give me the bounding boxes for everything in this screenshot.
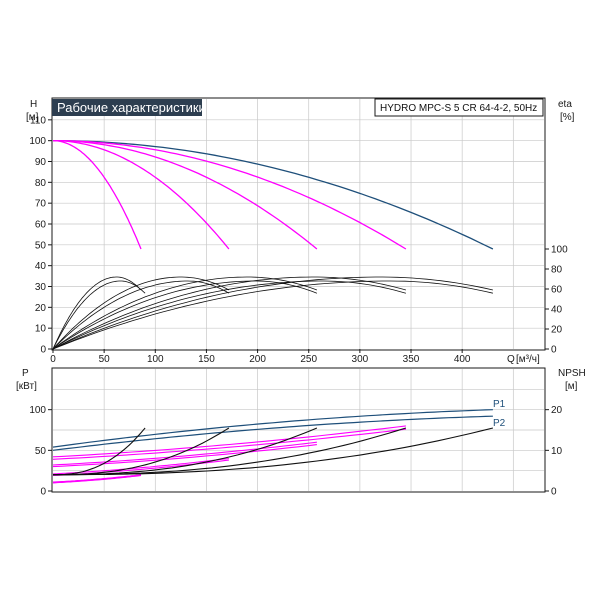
y2-tick-label: 40 <box>551 305 563 316</box>
npsh-curve-4 <box>53 427 146 476</box>
power-curve-speed-1 <box>52 428 406 460</box>
x-axis-unit-q: [м³/ч] <box>516 354 540 365</box>
power-npsh-curves <box>52 409 494 484</box>
head-curve-2 <box>53 140 318 250</box>
y2-tick-label: 0 <box>551 345 557 356</box>
head-efficiency-curves <box>52 140 494 350</box>
model-box <box>374 98 544 117</box>
series-label-p2: P2 <box>493 418 506 429</box>
model-label: HYDRO MPC-S 5 CR 64-4-2, 50Hz <box>380 103 537 114</box>
y-tick-label: 40 <box>35 261 47 272</box>
head-curve-3 <box>53 140 230 250</box>
y-tick-label: 10 <box>35 324 47 335</box>
y-axis-unit-h: [м] <box>26 112 39 123</box>
eta-curve-6 <box>52 276 407 350</box>
head-curve-4 <box>53 140 142 250</box>
x-tick-label: 150 <box>198 354 215 365</box>
x-tick-label: 100 <box>147 354 164 365</box>
y2-tick-label: 100 <box>551 245 568 256</box>
npsh-curve-2 <box>53 427 318 476</box>
y-tick-label: 90 <box>35 157 47 168</box>
power-curve-speed-2 <box>52 441 317 466</box>
y-tick-label: 110 <box>30 115 46 126</box>
title-box <box>52 99 202 116</box>
y-tick-label: 80 <box>35 178 47 189</box>
y-tick-label: 50 <box>35 240 47 251</box>
power-grid <box>53 369 544 491</box>
power-curve-p2 <box>52 415 493 451</box>
npsh-tick-label: 20 <box>551 405 563 416</box>
eta-curve-0 <box>52 276 142 350</box>
x-tick-label: 350 <box>403 354 420 365</box>
power-curve-speed-3 <box>52 444 317 468</box>
eta-curve-3 <box>52 280 230 350</box>
head-curve-1 <box>53 140 407 250</box>
x-tick-label: 400 <box>454 354 471 365</box>
chart-title: Рабочие характеристики <box>57 100 206 115</box>
y-tick-label: 30 <box>35 282 47 293</box>
axis-ticks: 0 50 100 150 200 250 300 350 4000102030405060708… <box>29 115 568 497</box>
y-axis-name-h: H <box>30 99 37 110</box>
y2-axis-unit-npsh: [м] <box>565 381 578 392</box>
y2-tick-label: 80 <box>551 265 563 276</box>
y2-axis-name-npsh: NPSH <box>558 368 586 379</box>
npsh-tick-label: 10 <box>551 446 563 457</box>
head-curve-0 <box>53 140 494 250</box>
y2-tick-label: 20 <box>551 325 563 336</box>
y-tick-label: 20 <box>35 303 47 314</box>
eta-curve-2 <box>52 276 230 350</box>
npsh-tick-label: 0 <box>551 487 557 498</box>
y2-tick-label: 60 <box>551 285 563 296</box>
y-tick-label: 0 <box>40 345 46 356</box>
y-tick-label: 60 <box>35 220 47 231</box>
power-curve-speed-6 <box>52 474 142 483</box>
series-label-p1: P1 <box>493 399 506 410</box>
x-tick-label: 200 <box>249 354 266 365</box>
npsh-curve-1 <box>53 427 407 476</box>
power-curve-speed-0 <box>52 425 406 458</box>
x-tick-label: 250 <box>300 354 317 365</box>
p-tick-label: 100 <box>29 405 46 416</box>
x-tick-label: 0 <box>50 354 56 365</box>
npsh-curve-3 <box>53 427 230 476</box>
eta-curve-1 <box>52 280 146 350</box>
eta-curve-8 <box>52 276 493 350</box>
x-tick-label: 50 <box>99 354 111 365</box>
eta-curve-5 <box>52 280 318 350</box>
power-curve-p1 <box>52 409 493 448</box>
p-tick-label: 50 <box>35 446 47 457</box>
y2-axis-name-eta: eta <box>558 99 572 110</box>
y-tick-label: 70 <box>35 199 47 210</box>
x-tick-label: 300 <box>352 354 369 365</box>
y2-axis-unit-eta: [%] <box>560 112 575 123</box>
p-tick-label: 0 <box>40 487 46 498</box>
y-axis-unit-p: [кВт] <box>16 381 37 392</box>
y-tick-label: 100 <box>29 136 46 147</box>
x-axis-name-q: Q <box>507 354 515 365</box>
eta-curve-9 <box>52 280 493 350</box>
power-curve-speed-7 <box>52 474 142 484</box>
y-axis-name-p: P <box>22 368 29 379</box>
